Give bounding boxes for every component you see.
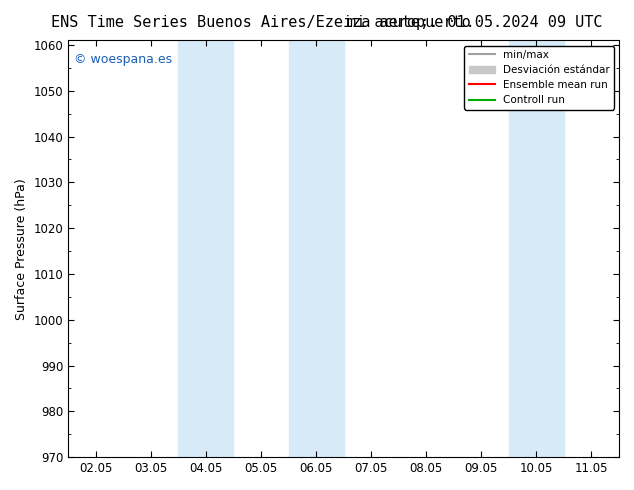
Bar: [288, 40, 344, 457]
Text: © woespana.es: © woespana.es: [74, 53, 172, 66]
Legend: min/max, Desviación estándar, Ensemble mean run, Controll run: min/max, Desviación estándar, Ensemble m…: [464, 46, 614, 110]
Text: mi acute;. 01.05.2024 09 UTC: mi acute;. 01.05.2024 09 UTC: [347, 15, 602, 30]
Text: ENS Time Series Buenos Aires/Ezeiza aeropuerto: ENS Time Series Buenos Aires/Ezeiza aero…: [51, 15, 470, 30]
Bar: [509, 40, 564, 457]
Y-axis label: Surface Pressure (hPa): Surface Pressure (hPa): [15, 178, 28, 319]
Bar: [178, 40, 233, 457]
